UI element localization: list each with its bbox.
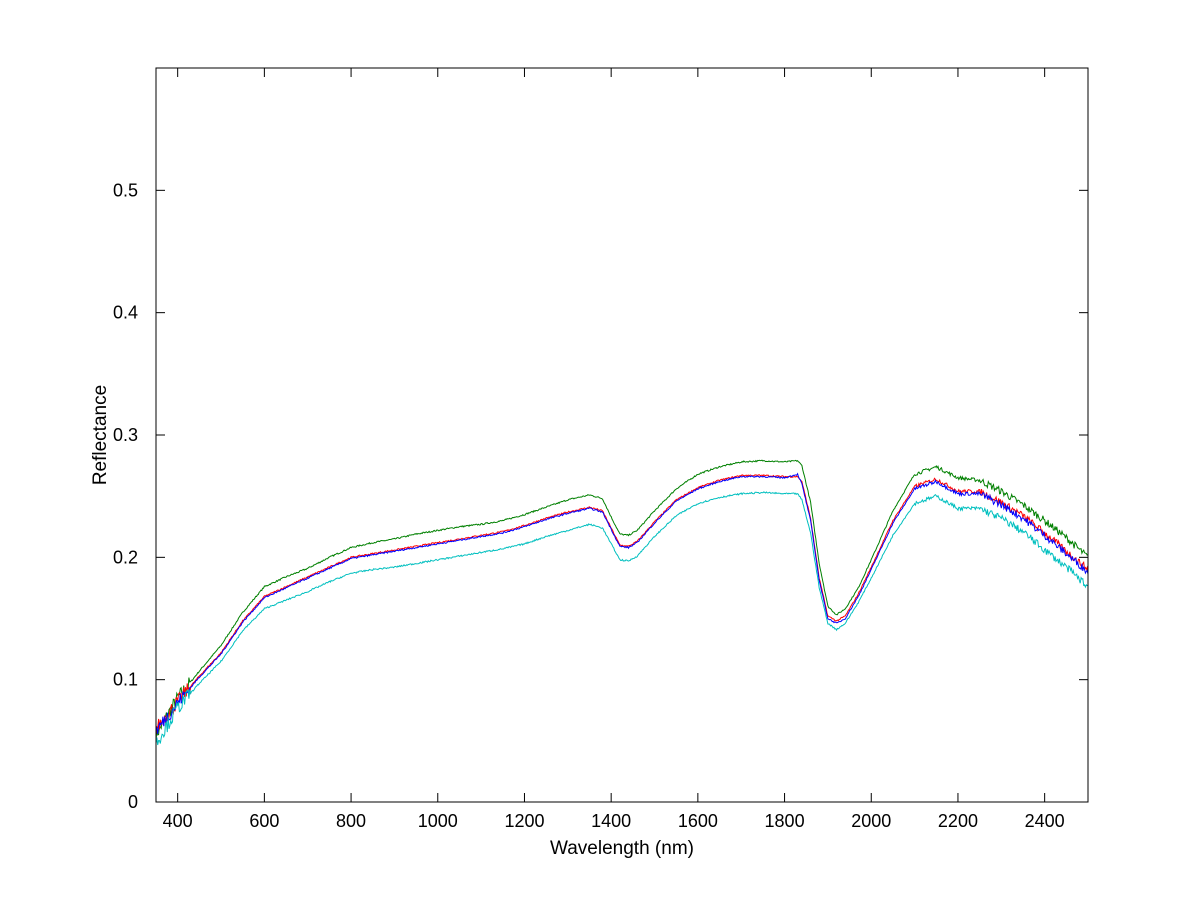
- x-tick-label: 800: [336, 811, 366, 831]
- x-tick-label: 400: [163, 811, 193, 831]
- x-axis-label: Wavelength (nm): [550, 838, 694, 859]
- x-tick-label: 2400: [1025, 811, 1065, 831]
- x-tick-label: 1800: [765, 811, 805, 831]
- series-line-3: [155, 472, 1089, 734]
- y-tick-label: 0.5: [113, 180, 138, 200]
- series-line-2: [155, 473, 1089, 735]
- y-tick-label: 0.1: [113, 670, 138, 690]
- series-line-1: [155, 459, 1089, 743]
- x-tick-label: 600: [249, 811, 279, 831]
- x-tick-label: 2200: [938, 811, 978, 831]
- y-axis-label: Reflectance: [90, 385, 111, 485]
- x-tick-label: 2000: [851, 811, 891, 831]
- y-tick-label: 0.4: [113, 303, 138, 323]
- x-tick-label: 1600: [678, 811, 718, 831]
- y-tick-label: 0: [128, 792, 138, 812]
- x-tick-label: 1200: [504, 811, 544, 831]
- series-layer: [155, 459, 1089, 746]
- x-axis: 400 600 800 1000 1200 1400 1600 1800 2000 2200 240…: [163, 68, 1065, 831]
- x-tick-label: 1400: [591, 811, 631, 831]
- series-line-4: [155, 491, 1089, 746]
- plot-area: [156, 68, 1088, 802]
- y-axis: 0 0.1 0.2 0.3 0.4 0.5: [113, 180, 1088, 812]
- x-tick-label: 1000: [418, 811, 458, 831]
- y-tick-label: 0.3: [113, 425, 138, 445]
- y-tick-label: 0.2: [113, 547, 138, 567]
